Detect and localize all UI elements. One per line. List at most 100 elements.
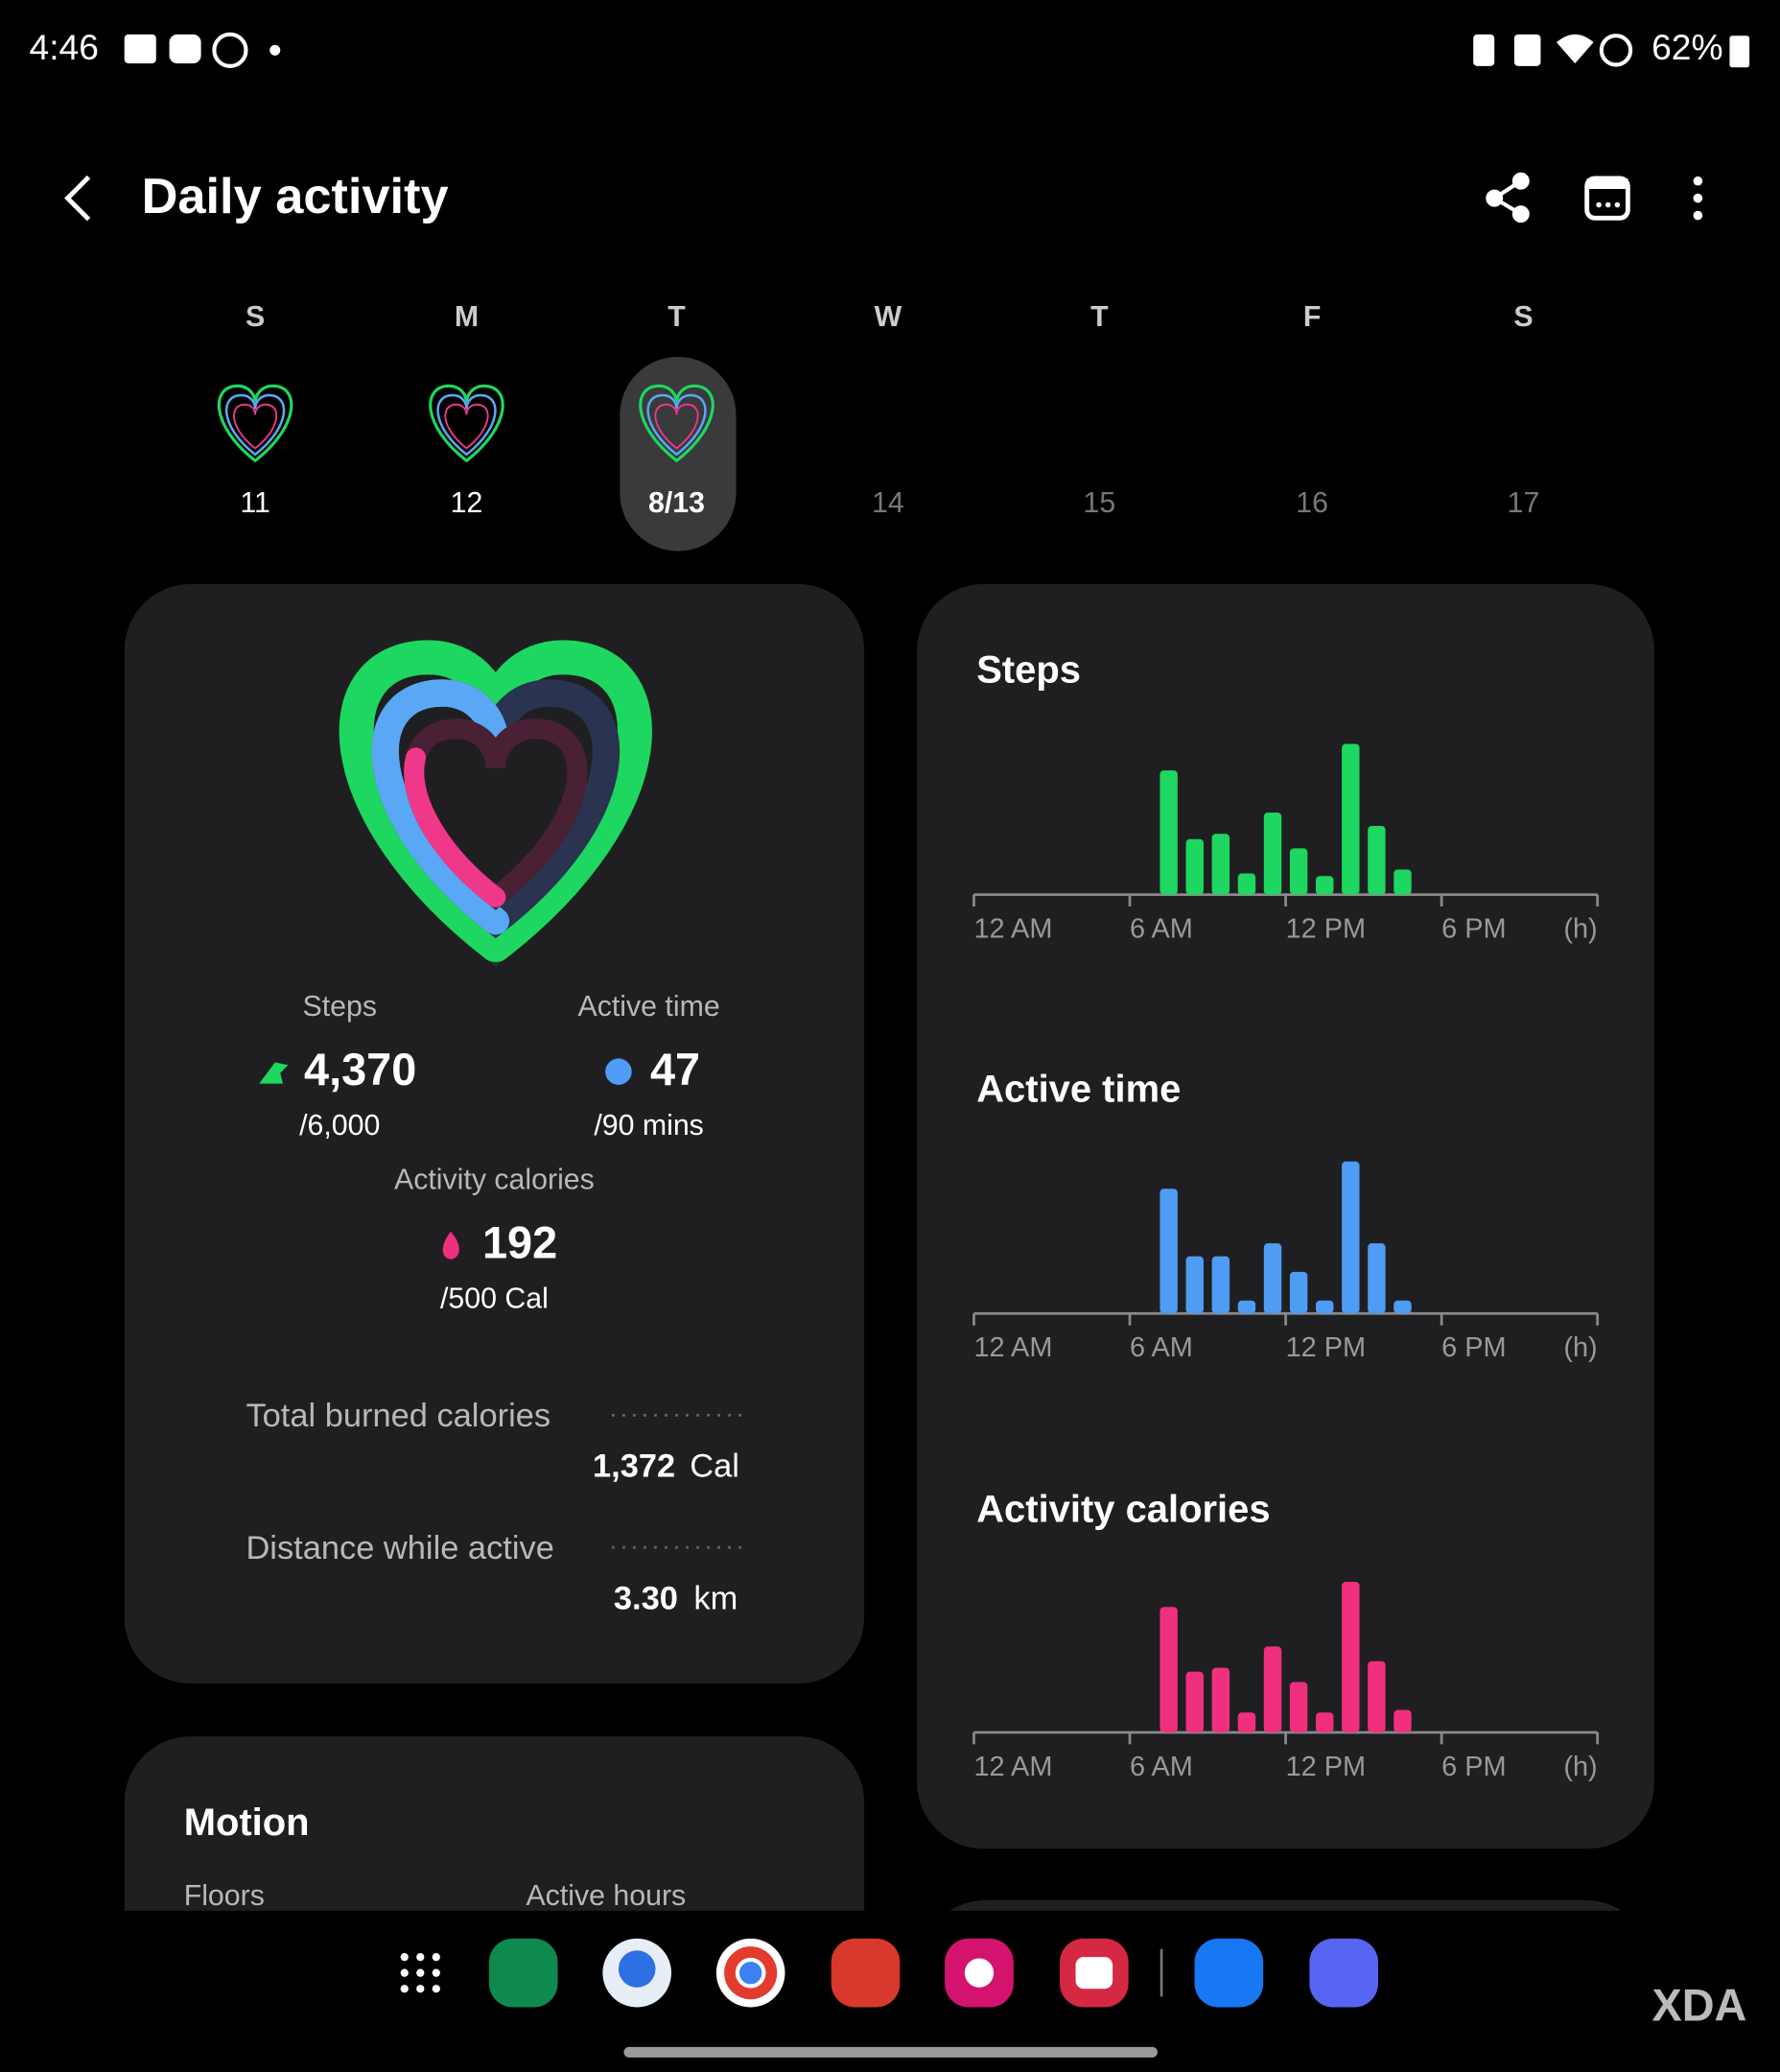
x-tick-label: 6 AM [1130, 1752, 1193, 1782]
active-time-goal: /90 mins [594, 1110, 704, 1142]
x-tick-label: 6 PM [1441, 1752, 1506, 1782]
steps-icon [259, 1062, 289, 1084]
day-letter: T [668, 301, 686, 333]
phone-app[interactable] [488, 1938, 558, 2008]
bar [1368, 1243, 1386, 1314]
bar [1342, 1161, 1360, 1314]
bar [1211, 1667, 1230, 1732]
x-tick-label: (h) [1563, 913, 1597, 944]
chart-title: Steps [976, 649, 1081, 692]
bar [1316, 876, 1334, 895]
distance-unit: km [693, 1580, 738, 1616]
bar [1368, 1660, 1386, 1732]
day-date: 17 [1508, 487, 1540, 519]
day-letter: W [875, 301, 902, 333]
week-strip: S 11 M 12 T 8/13 W 14 T 15 F 16 S 17 [217, 301, 1540, 519]
active-time-value: 47 [650, 1045, 700, 1095]
bar [1289, 848, 1308, 895]
calories-value: 192 [482, 1217, 557, 1267]
day-letter: S [1513, 301, 1533, 333]
bar [1394, 869, 1412, 895]
discord-app[interactable] [1309, 1938, 1379, 2008]
bar [1394, 1709, 1412, 1732]
messages-glyph [618, 1950, 656, 1988]
x-tick-label: 12 PM [1286, 1752, 1367, 1782]
chart-title: Activity calories [976, 1488, 1270, 1530]
time-icon [605, 1058, 632, 1085]
x-tick-label: 6 AM [1130, 913, 1193, 944]
watermark: XDA [1651, 1980, 1746, 2030]
day-letter: S [246, 301, 265, 333]
day-letter: M [455, 301, 479, 333]
day-date: 8/13 [648, 487, 705, 519]
x-tick-label: (h) [1563, 1752, 1597, 1782]
clock: 4:46 [30, 27, 99, 67]
active-hours-label: Active hours [526, 1880, 686, 1912]
distance-value: 3.30 [614, 1580, 678, 1616]
bar [1237, 1300, 1256, 1314]
system-icons [1473, 34, 1750, 68]
day-date: 15 [1083, 487, 1115, 519]
chart-title: Active time [976, 1068, 1181, 1110]
share-button[interactable] [1486, 172, 1530, 224]
charts-card [917, 583, 1654, 1849]
floors-label: Floors [184, 1880, 265, 1912]
x-tick-label: 6 PM [1441, 1332, 1506, 1363]
calories-label: Activity calories [394, 1165, 595, 1196]
steps-label: Steps [303, 991, 377, 1023]
x-tick-label: 12 AM [973, 1332, 1052, 1363]
x-tick-label: 12 PM [1286, 1332, 1367, 1363]
back-button[interactable] [64, 175, 91, 222]
bar [1159, 770, 1178, 895]
x-tick-label: (h) [1563, 1332, 1597, 1363]
bar [1394, 1300, 1412, 1314]
bar [1263, 1646, 1282, 1732]
bar [1289, 1682, 1308, 1732]
battery: 62% [1651, 27, 1722, 67]
total-burned-unit: Cal [690, 1448, 739, 1485]
bar [1185, 1671, 1204, 1732]
bar [1159, 1189, 1178, 1314]
notes-app[interactable] [831, 1938, 901, 2008]
charts: Steps 12 AM 6 AM 12 PM 6 PM (h) Active time 12 … [972, 649, 1600, 1782]
day-letter: F [1303, 301, 1322, 333]
total-burned-label: Total burned calories [246, 1398, 550, 1434]
notification-icons [124, 32, 281, 68]
summary-card [124, 583, 865, 1684]
flower-glyph [964, 1958, 995, 1988]
calendar-button[interactable] [1584, 176, 1630, 221]
x-tick-label: 12 AM [973, 913, 1052, 944]
app-drawer[interactable] [400, 1953, 440, 1993]
facebook-app[interactable] [1194, 1938, 1264, 2008]
bar [1316, 1712, 1334, 1732]
active-time-label: Active time [578, 991, 720, 1023]
calories-goal: /500 Cal [440, 1283, 549, 1315]
home-indicator[interactable] [623, 2046, 1158, 2058]
day-date: 16 [1296, 487, 1328, 519]
fire-icon [442, 1231, 459, 1260]
bar [1237, 1712, 1256, 1732]
bar [1342, 1582, 1360, 1732]
day-date: 14 [872, 487, 904, 519]
bar [1342, 743, 1360, 895]
day-date: 12 [451, 487, 483, 519]
page-title: Daily activity [142, 169, 449, 224]
motion-title: Motion [184, 1801, 310, 1844]
distance-label: Distance while active [246, 1530, 553, 1566]
day-date: 11 [240, 487, 269, 519]
x-tick-label: 6 PM [1441, 913, 1506, 944]
bar [1263, 812, 1282, 895]
x-tick-label: 12 AM [973, 1752, 1052, 1782]
steps-value: 4,370 [304, 1045, 416, 1095]
x-tick-label: 6 AM [1130, 1332, 1193, 1363]
chrome-center [735, 1957, 766, 1989]
bar [1316, 1300, 1334, 1314]
day-letter: T [1090, 301, 1109, 333]
x-tick-label: 12 PM [1286, 913, 1367, 944]
more-button[interactable] [1693, 176, 1703, 221]
bar [1289, 1271, 1308, 1314]
bar [1159, 1607, 1178, 1732]
steps-goal: /6,000 [299, 1110, 380, 1142]
